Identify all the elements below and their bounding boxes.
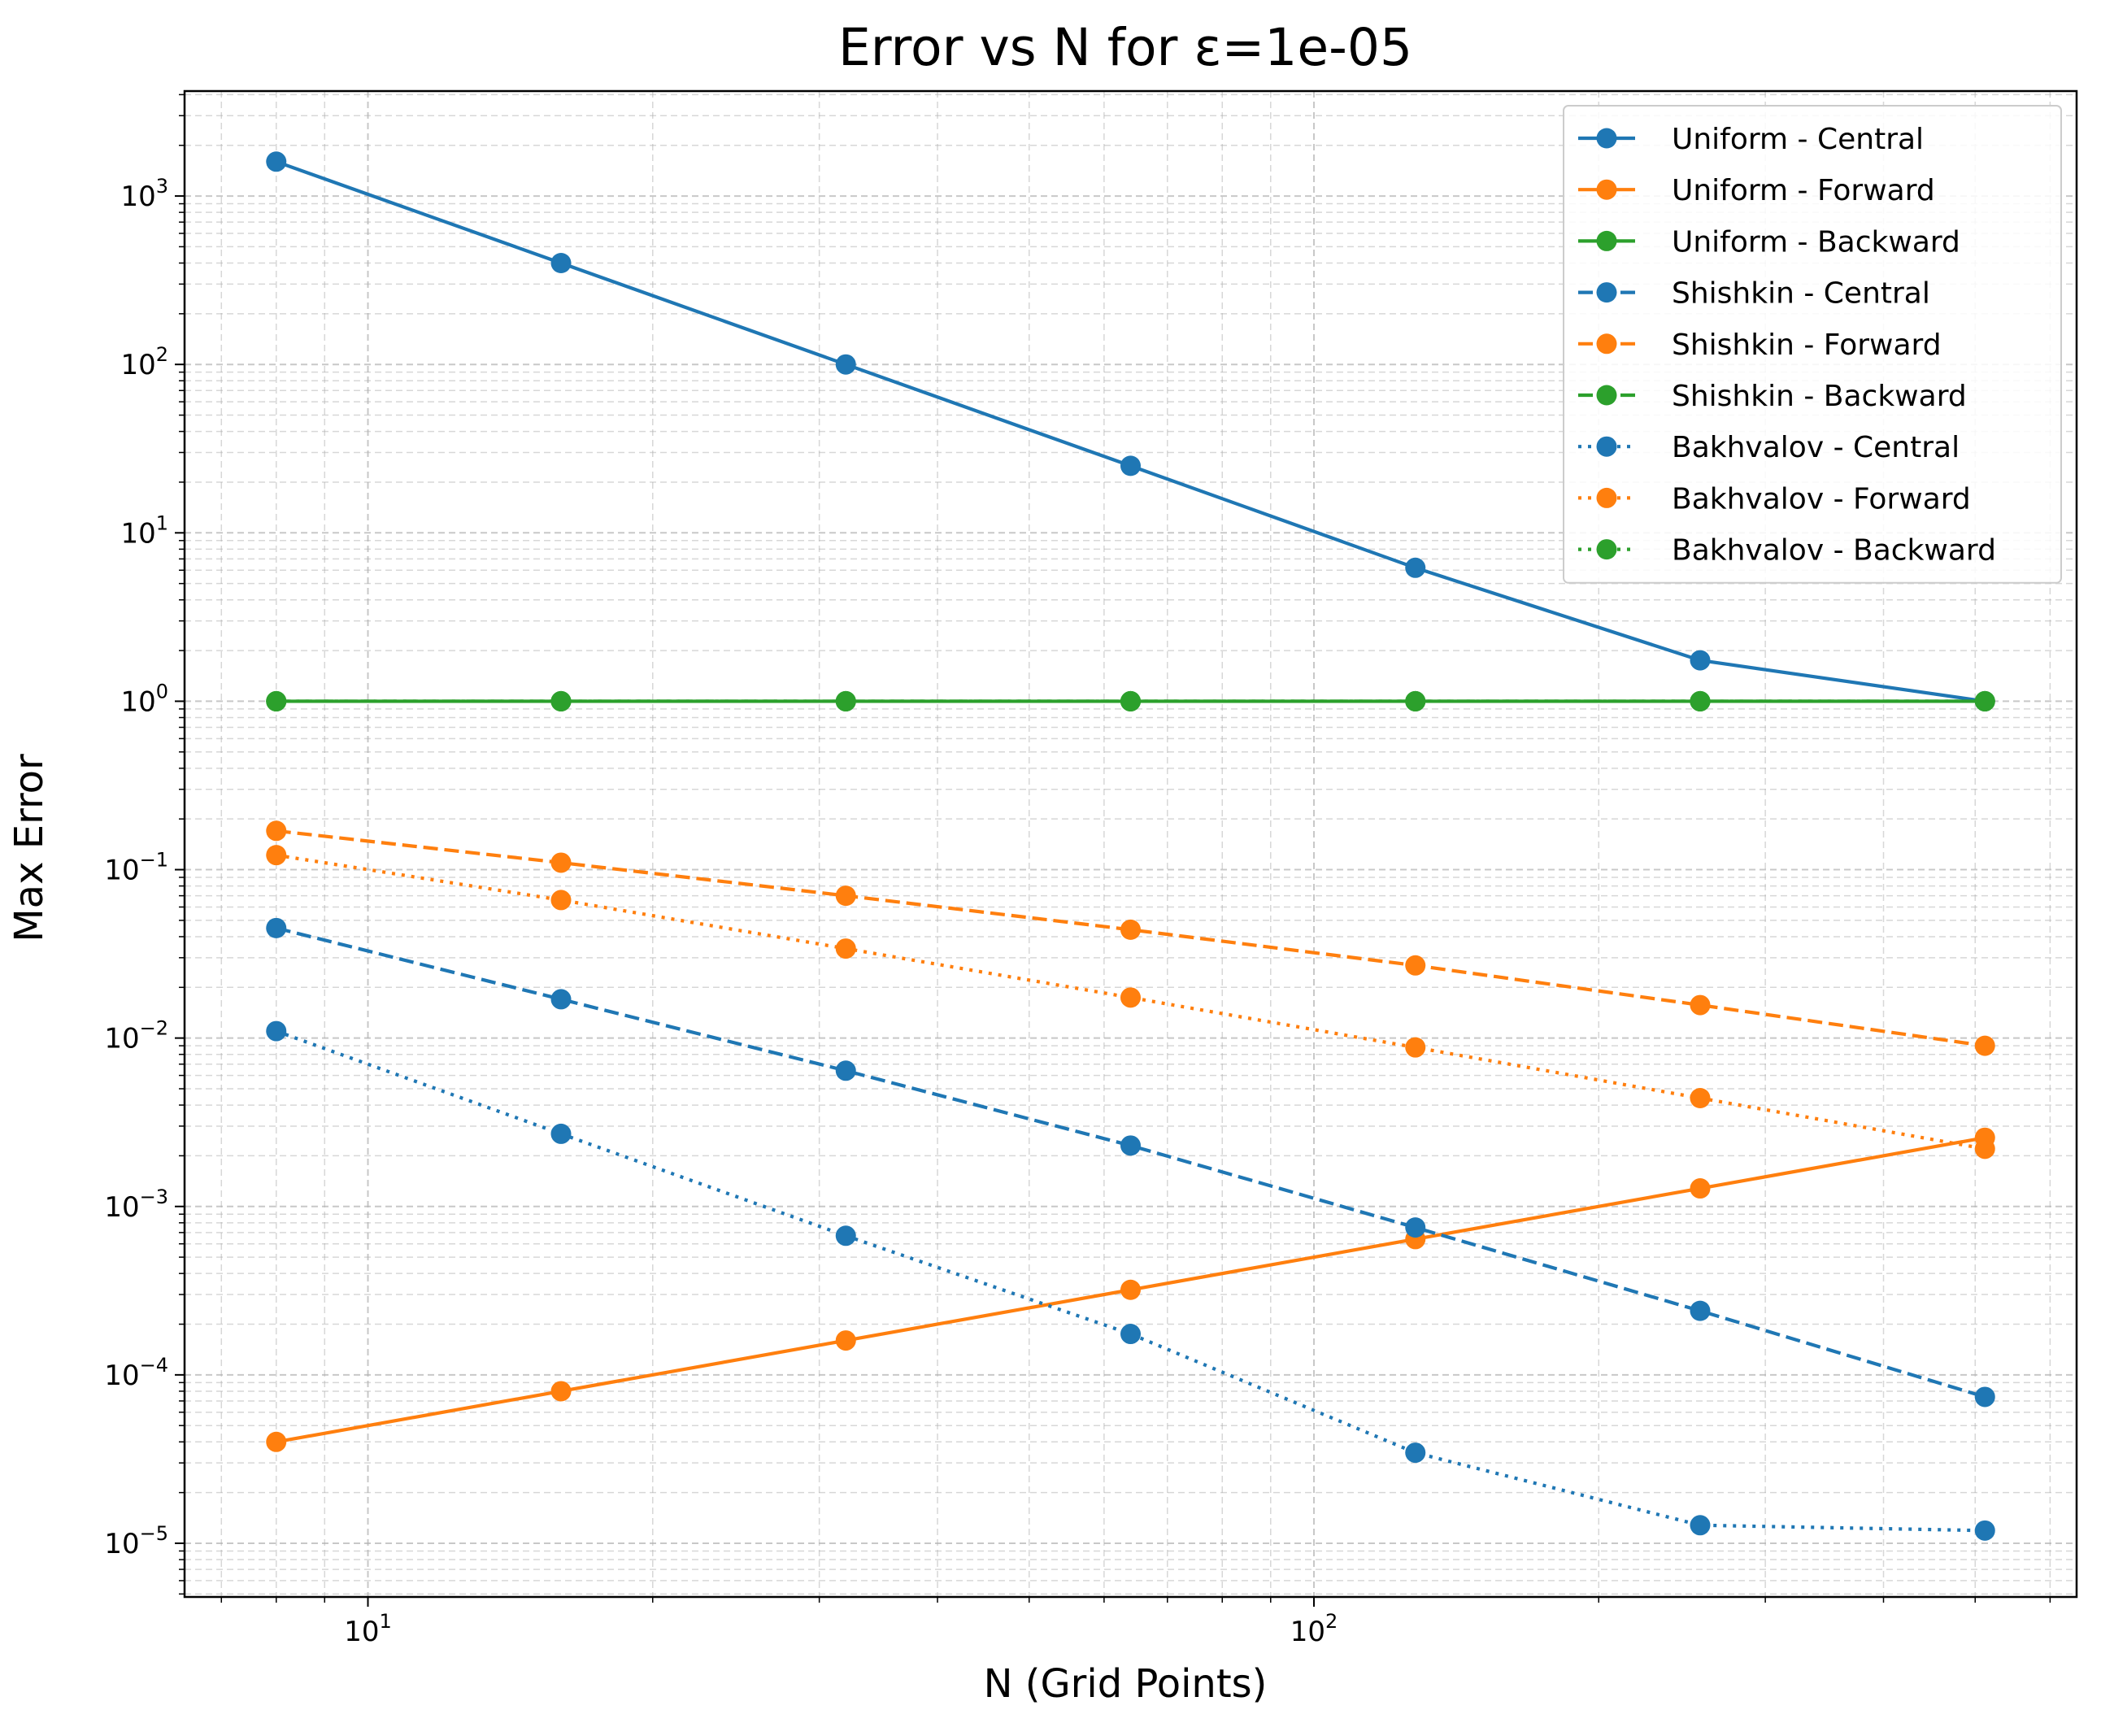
data-point bbox=[550, 1381, 572, 1402]
y-tick-label: 100 bbox=[120, 680, 168, 718]
data-point bbox=[266, 1431, 287, 1452]
data-point bbox=[550, 890, 572, 911]
legend-label: Uniform - Backward bbox=[1672, 225, 1960, 259]
data-point bbox=[1690, 1515, 1711, 1536]
data-point bbox=[1974, 1386, 1995, 1408]
legend-label: Bakhvalov - Backward bbox=[1672, 534, 1996, 568]
y-tick-label: 10−5 bbox=[104, 1522, 168, 1560]
series-group bbox=[266, 845, 1995, 1160]
series-group bbox=[266, 820, 1995, 1056]
data-point bbox=[835, 885, 856, 907]
data-point bbox=[1405, 1442, 1426, 1464]
data-point bbox=[1974, 1138, 1995, 1160]
data-point bbox=[1120, 690, 1141, 711]
data-point bbox=[266, 820, 287, 842]
data-point bbox=[550, 253, 572, 274]
legend-marker bbox=[1596, 230, 1617, 251]
data-point bbox=[266, 845, 287, 866]
data-point bbox=[550, 852, 572, 873]
y-tick-label: 10−3 bbox=[104, 1186, 168, 1224]
y-tick-label: 103 bbox=[120, 175, 168, 213]
tick-layer: 101 102 103 102 101 100 10−1 10−2 10−3 10−4 10−5 bbox=[104, 94, 2051, 1648]
legend-marker bbox=[1596, 385, 1617, 406]
data-point bbox=[1690, 1087, 1711, 1108]
data-point bbox=[1974, 690, 1995, 711]
data-point bbox=[1405, 955, 1426, 976]
x-tick-label: 101 bbox=[344, 1610, 392, 1648]
data-point bbox=[1690, 650, 1711, 671]
data-point bbox=[266, 917, 287, 938]
data-point bbox=[266, 1020, 287, 1042]
x-axis-label: N (Grid Points) bbox=[984, 1661, 1268, 1707]
y-tick-label: 10−2 bbox=[104, 1017, 168, 1055]
data-point bbox=[1405, 557, 1426, 578]
data-point bbox=[1690, 1178, 1711, 1199]
data-point bbox=[1120, 1324, 1141, 1345]
data-point bbox=[550, 690, 572, 711]
legend-marker bbox=[1596, 282, 1617, 303]
legend-label: Bakhvalov - Forward bbox=[1672, 482, 1971, 516]
plot-frame bbox=[183, 89, 2078, 1599]
legend-box bbox=[1563, 105, 2062, 584]
legend-label: Shishkin - Backward bbox=[1672, 380, 1967, 413]
legend: Uniform - Central Uniform - Forward Unifor… bbox=[1563, 105, 2062, 584]
legend-label: Shishkin - Forward bbox=[1672, 328, 1942, 362]
legend-marker bbox=[1596, 539, 1617, 560]
data-point bbox=[266, 151, 287, 172]
data-point bbox=[550, 989, 572, 1010]
y-tick-label: 101 bbox=[120, 511, 168, 550]
data-point bbox=[1405, 1037, 1426, 1058]
legend-marker bbox=[1596, 128, 1617, 149]
legend-label: Bakhvalov - Central bbox=[1672, 431, 1960, 464]
data-point bbox=[1405, 1217, 1426, 1238]
legend-marker bbox=[1596, 333, 1617, 355]
data-point bbox=[835, 354, 856, 375]
y-tick-label: 102 bbox=[120, 343, 168, 381]
data-point bbox=[1974, 1035, 1995, 1056]
data-point bbox=[1690, 1300, 1711, 1321]
y-axis-label: Max Error bbox=[7, 754, 52, 942]
data-point bbox=[835, 938, 856, 959]
legend-label: Uniform - Central bbox=[1672, 123, 1924, 156]
data-point bbox=[1120, 987, 1141, 1008]
data-point bbox=[835, 690, 856, 711]
legend-marker bbox=[1596, 436, 1617, 457]
data-point bbox=[1120, 455, 1141, 476]
chart-title: Error vs N for ε=1e-05 bbox=[838, 18, 1412, 77]
data-point bbox=[266, 690, 287, 711]
data-point bbox=[550, 1123, 572, 1144]
data-point bbox=[835, 1060, 856, 1081]
data-point bbox=[1120, 1279, 1141, 1300]
data-point bbox=[1120, 919, 1141, 940]
data-point bbox=[1974, 1520, 1995, 1541]
series-layer bbox=[266, 151, 1995, 1541]
data-point bbox=[835, 1225, 856, 1247]
x-tick-label: 102 bbox=[1290, 1610, 1338, 1648]
series-group bbox=[266, 690, 1995, 711]
y-tick-label: 10−1 bbox=[104, 849, 168, 887]
data-point bbox=[1690, 690, 1711, 711]
y-tick-label: 10−4 bbox=[104, 1354, 168, 1392]
series-group bbox=[266, 917, 1995, 1408]
data-point bbox=[1405, 690, 1426, 711]
data-point bbox=[1690, 994, 1711, 1016]
data-point bbox=[835, 1330, 856, 1351]
legend-marker bbox=[1596, 487, 1617, 508]
data-point bbox=[1120, 1135, 1141, 1156]
legend-label: Uniform - Forward bbox=[1672, 174, 1935, 207]
legend-label: Shishkin - Central bbox=[1672, 277, 1930, 311]
series-group bbox=[266, 1020, 1995, 1541]
legend-marker bbox=[1596, 179, 1617, 200]
